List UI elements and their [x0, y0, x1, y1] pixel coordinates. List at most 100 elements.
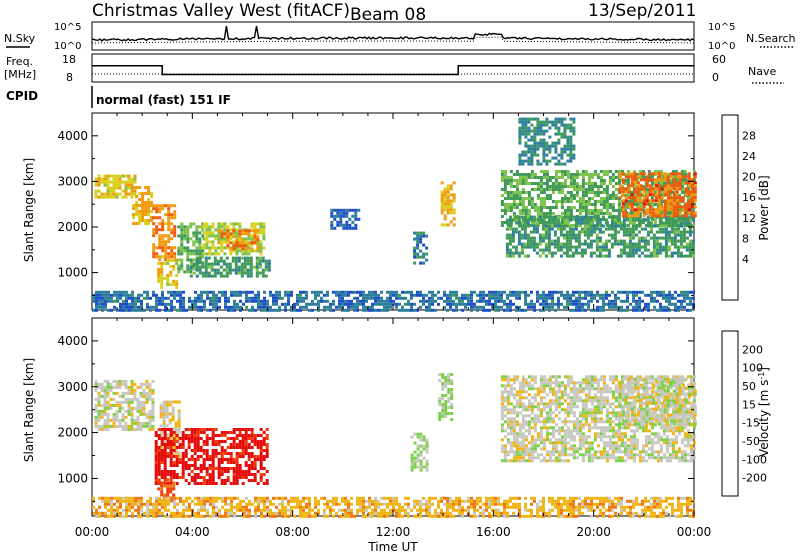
power-cell — [588, 173, 591, 176]
power-cell — [518, 160, 521, 163]
power-cell — [158, 309, 161, 312]
power-cell — [155, 303, 158, 306]
power-cell — [543, 188, 546, 191]
velocity-echo-region — [438, 373, 453, 421]
power-cell — [221, 291, 224, 294]
power-cell — [611, 228, 614, 231]
velocity-cell — [239, 464, 242, 467]
power-cell — [585, 182, 588, 185]
power-cell — [510, 197, 513, 200]
velocity-cell — [224, 431, 227, 434]
velocity-cell — [507, 381, 510, 384]
power-cell — [235, 263, 238, 266]
power-cell — [575, 225, 578, 228]
velocity-cell — [131, 422, 134, 425]
power-cell — [554, 145, 557, 148]
power-cell — [534, 188, 537, 191]
velocity-cell — [215, 440, 218, 443]
velocity-cell — [209, 455, 212, 458]
velocity-cell — [158, 464, 161, 467]
velocity-cell — [146, 416, 149, 419]
power-cell — [220, 266, 223, 269]
velocity-cell — [260, 434, 263, 437]
power-cell — [567, 197, 570, 200]
power-cell — [180, 231, 183, 234]
power-cell — [253, 232, 256, 235]
velocity-cell — [254, 476, 257, 479]
velocity-cell — [194, 476, 197, 479]
velocity-cell — [558, 381, 561, 384]
velocity-cell — [215, 482, 218, 485]
power-cell — [389, 300, 392, 303]
power-cell — [122, 190, 125, 193]
power-cell — [509, 249, 512, 252]
velocity-cell — [182, 467, 185, 470]
power-cell — [158, 300, 161, 303]
velocity-cell — [507, 384, 510, 387]
power-cell — [591, 176, 594, 179]
power-cell — [677, 309, 680, 312]
power-cell — [482, 297, 485, 300]
velocity-cell — [122, 401, 125, 404]
power-cell — [504, 188, 507, 191]
power-cell — [664, 190, 667, 193]
power-cell — [116, 184, 119, 187]
velocity-cell — [263, 458, 266, 461]
power-cell — [308, 309, 311, 312]
power-cell — [563, 130, 566, 133]
power-cell — [132, 222, 135, 225]
power-cell — [128, 303, 131, 306]
power-cell — [686, 222, 689, 225]
power-cell — [172, 283, 175, 286]
power-cell — [572, 148, 575, 151]
velocity-cell — [239, 434, 242, 437]
power-cell — [665, 255, 668, 258]
power-cell — [668, 246, 671, 249]
power-cell — [569, 225, 572, 228]
power-cell — [506, 222, 509, 225]
velocity-cell — [254, 455, 257, 458]
power-cell — [198, 240, 201, 243]
power-cell — [549, 209, 552, 212]
velocity-cell — [125, 380, 128, 383]
velocity-cell — [588, 381, 591, 384]
velocity-cell — [221, 458, 224, 461]
power-cell — [233, 306, 236, 309]
power-cell — [530, 118, 533, 121]
power-cell — [214, 260, 217, 263]
power-cell — [575, 234, 578, 237]
power-cell — [533, 145, 536, 148]
power-cell — [131, 306, 134, 309]
velocity-cell — [254, 443, 257, 446]
velocity-cell — [597, 384, 600, 387]
velocity-cell — [101, 404, 104, 407]
power-cell — [573, 182, 576, 185]
power-cell — [647, 303, 650, 306]
power-cell — [140, 294, 143, 297]
power-cell — [612, 209, 615, 212]
power-cell — [131, 190, 134, 193]
power-cell — [584, 252, 587, 255]
power-cell — [198, 243, 201, 246]
power-cell — [618, 209, 621, 212]
power-cell — [679, 175, 682, 178]
velocity-cell — [242, 455, 245, 458]
power-cell — [125, 193, 128, 196]
power-cell — [667, 184, 670, 187]
velocity-cell — [149, 413, 152, 416]
power-cell — [263, 297, 266, 300]
power-cell — [137, 300, 140, 303]
power-cell — [512, 303, 515, 306]
power-cell — [686, 309, 689, 312]
power-cell — [167, 222, 170, 225]
power-cell — [125, 309, 128, 312]
power-cell — [425, 309, 428, 312]
power-cell — [272, 303, 275, 306]
velocity-cell — [564, 375, 567, 378]
power-cell — [215, 297, 218, 300]
power-cell — [226, 232, 229, 235]
power-cell — [470, 291, 473, 294]
velocity-cell — [501, 375, 504, 378]
power-cell — [527, 160, 530, 163]
